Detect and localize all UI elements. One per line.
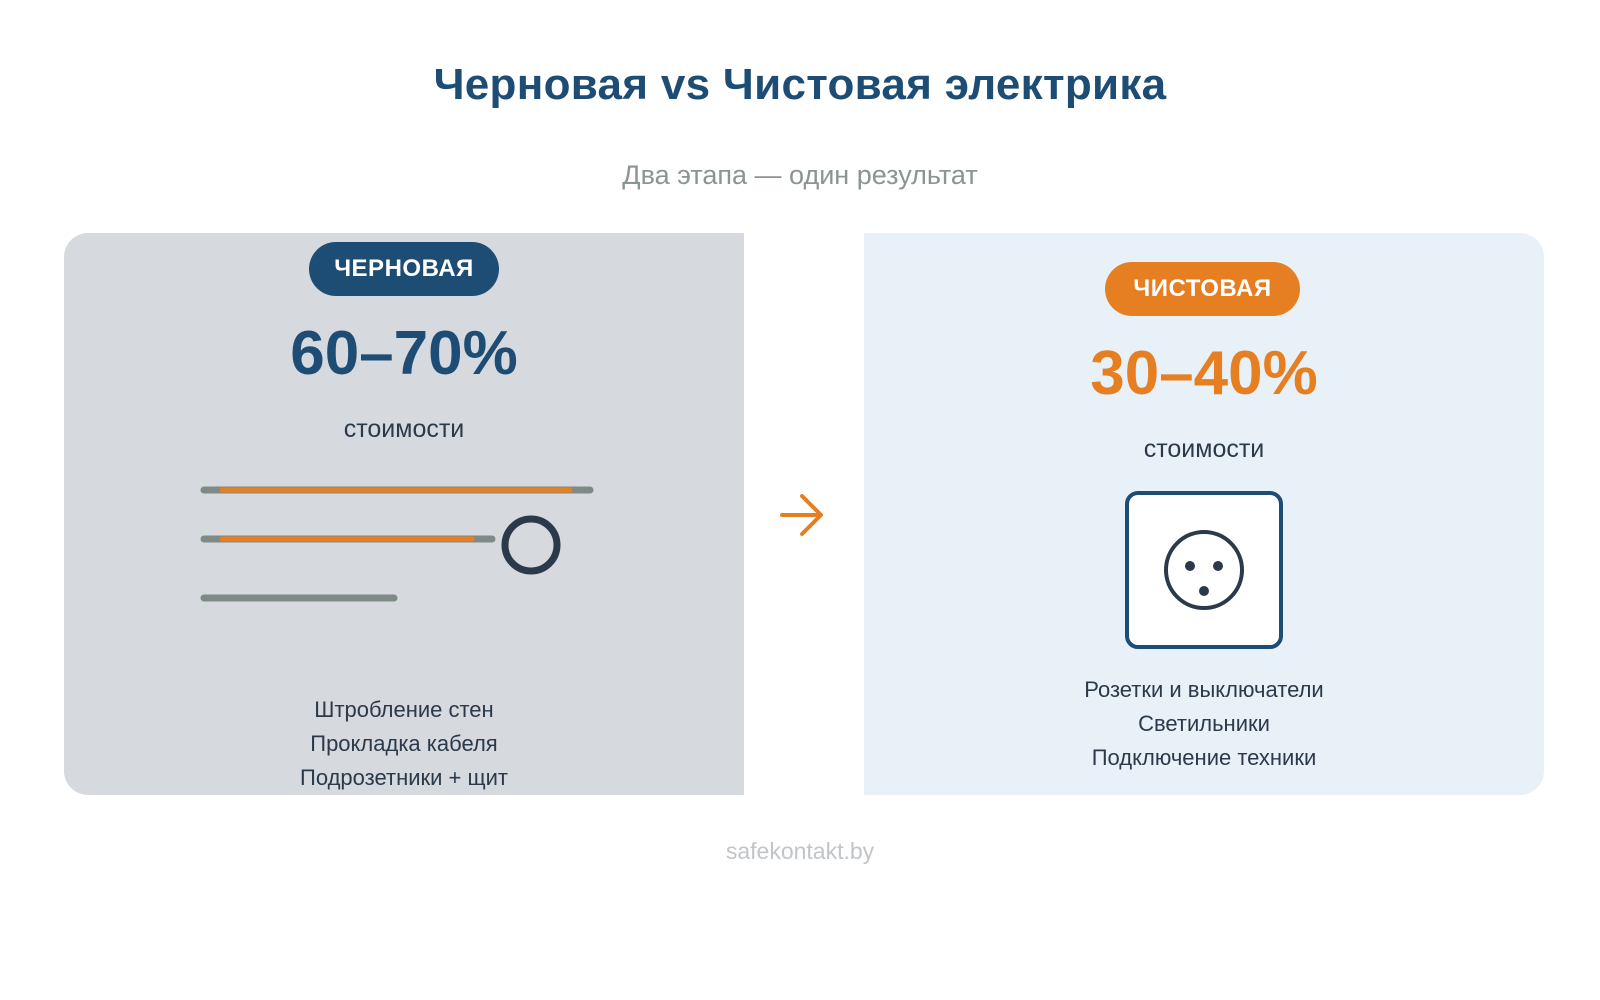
page-subtitle: Два этапа — один результат: [622, 160, 978, 190]
arrow-right-icon: [780, 494, 823, 536]
finish-stage-card: ЧИСТОВАЯ 30–40% стоимости Розетки и выкл…: [864, 233, 1544, 795]
list-item: Светильники: [1138, 711, 1270, 736]
list-item: Подключение техники: [1091, 745, 1317, 770]
power-socket-icon: [1125, 491, 1283, 649]
rough-stage-cost-label: стоимости: [343, 415, 465, 443]
rough-stage-card: ЧЕРНОВАЯ 60–70% стоимости Штробление сте…: [64, 233, 744, 795]
rough-stage-badge: ЧЕРНОВАЯ: [309, 242, 499, 296]
finish-stage-percent: 30–40%: [1090, 339, 1318, 408]
finish-stage-badge: ЧИСТОВАЯ: [1105, 262, 1300, 316]
junction-box-circle: [501, 515, 561, 575]
rough-stage-percent: 60–70%: [290, 319, 518, 388]
finish-stage-list: Розетки и выключатели Светильники Подклю…: [864, 673, 1544, 775]
list-item: Прокладка кабеля: [310, 731, 498, 756]
rough-stage-list: Штробление стен Прокладка кабеля Подрозе…: [64, 693, 744, 795]
footer-site-link[interactable]: safekontakt.by: [725, 838, 875, 864]
cable-lines-icon: [200, 486, 594, 602]
list-item: Подрозетники + щит: [300, 765, 508, 790]
page-title: Черновая vs Чистовая электрика: [433, 60, 1167, 109]
list-item: Штробление стен: [314, 697, 494, 722]
finish-stage-cost-label: стоимости: [1143, 435, 1265, 463]
list-item: Розетки и выключатели: [1084, 677, 1324, 702]
